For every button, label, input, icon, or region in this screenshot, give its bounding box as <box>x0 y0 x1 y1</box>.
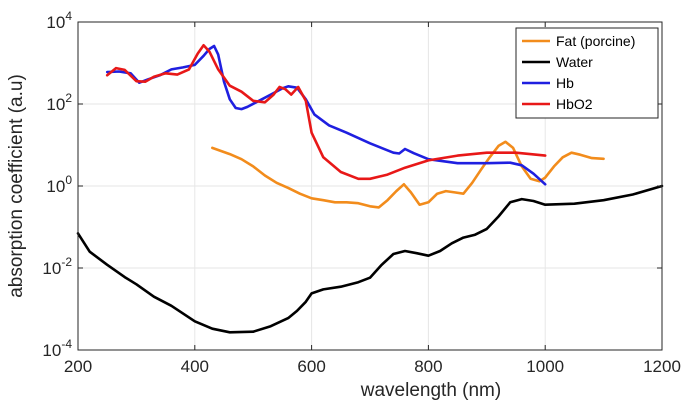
y-tick-label: 100 <box>46 173 72 196</box>
x-tick-label: 800 <box>414 357 442 376</box>
axes-box <box>77 21 663 351</box>
y-tick-label: 10-2 <box>42 255 72 278</box>
legend: Fat (porcine) Water Hb HbO2 <box>515 27 659 119</box>
legend-label: Hb <box>556 75 574 91</box>
y-tick-label: 104 <box>46 9 72 32</box>
x-tick-label: 600 <box>297 357 325 376</box>
legend-label: HbO2 <box>556 96 593 112</box>
y-tick-exponent: -2 <box>61 255 72 269</box>
y-tick-base: 10 <box>46 95 65 114</box>
y-tick-exponent: -4 <box>61 337 72 351</box>
plot-area <box>76 44 664 334</box>
legend-label: Fat (porcine) <box>556 33 635 49</box>
y-tick-base: 10 <box>42 259 61 278</box>
y-tick-exponent: 4 <box>65 9 72 23</box>
x-tick-label: 400 <box>181 357 209 376</box>
x-tick-label: 1000 <box>526 357 564 376</box>
y-tick-base: 10 <box>42 341 61 360</box>
y-tick-exponent: 0 <box>65 173 72 187</box>
x-tick-label: 200 <box>64 357 92 376</box>
series-line-water <box>76 184 664 334</box>
y-tick-base: 10 <box>46 13 65 32</box>
legend-label: Water <box>556 54 593 70</box>
x-tick-label: 1200 <box>643 357 681 376</box>
x-axis-label: wavelength (nm) <box>360 380 501 401</box>
y-tick-label: 102 <box>46 91 72 114</box>
series-line-hbo2 <box>105 44 547 181</box>
series-line-hb <box>105 44 547 186</box>
y-tick-base: 10 <box>46 177 65 196</box>
y-axis-label: absorption coefficient (a.u) <box>6 74 27 298</box>
axes <box>77 21 663 351</box>
y-tick-label: 10-4 <box>42 337 72 360</box>
y-tick-exponent: 2 <box>65 91 72 105</box>
